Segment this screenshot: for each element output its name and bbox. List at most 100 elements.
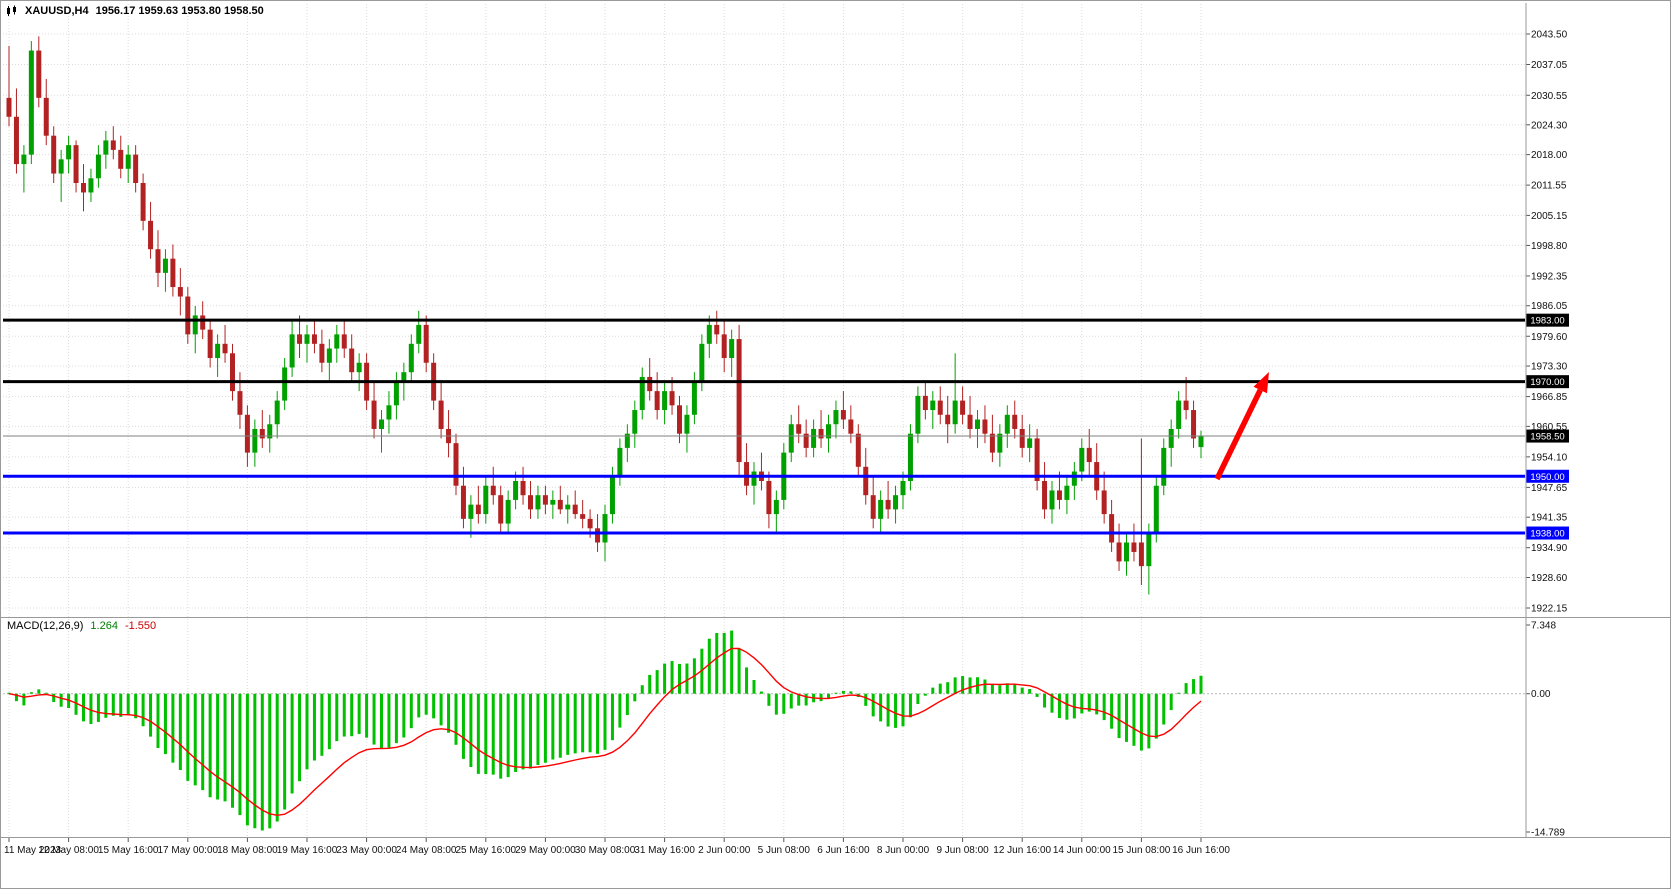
- candle-bull: [28, 50, 34, 155]
- candle-bull: [416, 324, 422, 344]
- candle-bear: [148, 220, 154, 250]
- price-badge-1938.00: [1526, 526, 1569, 540]
- candle-bear: [1101, 490, 1107, 515]
- macd-scale-label: 7.348: [1531, 621, 1556, 632]
- candle-bear: [595, 528, 601, 543]
- candle-bull: [356, 362, 362, 373]
- candle-bear: [572, 504, 578, 515]
- trend-arrow-head[interactable]: [1253, 372, 1269, 394]
- candle-bull: [878, 499, 884, 519]
- macd-name: MACD(12,26,9): [7, 620, 84, 632]
- candle-bear: [1012, 414, 1018, 429]
- candle-bull: [304, 334, 310, 344]
- candle-bear: [960, 400, 966, 415]
- candle-bear: [885, 499, 891, 510]
- candle-bull: [639, 376, 645, 411]
- candle-bull: [66, 145, 72, 160]
- chart-title: XAUUSD,H4 1956.17 1959.63 1953.80 1958.5…: [6, 5, 264, 17]
- candle-bear: [1183, 400, 1189, 411]
- candle-bear: [1191, 410, 1197, 439]
- candle-bear: [13, 116, 19, 165]
- candle-bull: [125, 154, 131, 169]
- candle-bear: [1138, 542, 1144, 567]
- candle-bull: [1161, 447, 1167, 486]
- price-tick-label: 1934.90: [1531, 543, 1568, 554]
- candle-bull: [468, 504, 474, 519]
- candle-bear: [110, 140, 116, 150]
- trend-arrow-shaft[interactable]: [1214, 388, 1263, 481]
- price-badge-1970.00: [1526, 375, 1569, 389]
- candle-bear: [475, 504, 481, 515]
- candle-bull: [326, 348, 332, 363]
- candle-bear: [736, 339, 742, 463]
- candle-bull: [88, 178, 94, 193]
- candle-bull: [393, 381, 399, 406]
- candle-bull: [1049, 490, 1055, 510]
- grid: [3, 4, 1525, 837]
- price-tick-label: 1947.65: [1531, 483, 1568, 494]
- candle-bear: [155, 249, 161, 273]
- candle-bear: [803, 433, 809, 448]
- candle-bull: [1146, 533, 1152, 567]
- candle-bull: [1198, 436, 1204, 448]
- price-tick-label: 2024.30: [1531, 120, 1568, 131]
- candle-bear: [349, 348, 355, 373]
- candle-bull: [1064, 485, 1070, 500]
- price-tick-label: 1979.60: [1531, 332, 1568, 343]
- candle-bull: [826, 424, 831, 439]
- candle-bear: [438, 400, 444, 429]
- candle-bear: [73, 145, 79, 183]
- candle-bear: [647, 376, 653, 392]
- candle-bear: [140, 182, 146, 221]
- candle-bull: [900, 480, 906, 496]
- candle-bear: [870, 495, 876, 519]
- price-tick-label: 2037.05: [1531, 60, 1568, 71]
- candle-bull: [1071, 471, 1077, 486]
- candle-bear: [714, 324, 720, 335]
- date-tick-label: 12 Jun 16:00: [993, 845, 1051, 856]
- macd-indicator-label: MACD(12,26,9) 1.264 -1.550: [7, 620, 156, 632]
- candle-bull: [401, 372, 407, 382]
- price-tick-label: 2030.55: [1531, 91, 1568, 102]
- date-tick-label: 2 Jun 00:00: [698, 845, 751, 856]
- candle-bull: [602, 514, 608, 543]
- candle-bear: [1019, 428, 1025, 448]
- candle-bear: [423, 324, 429, 363]
- candle-bear: [371, 400, 377, 429]
- candle-bull: [252, 428, 258, 453]
- candle-bear: [51, 135, 57, 174]
- candle-bear: [1116, 542, 1122, 562]
- candle-bull: [513, 480, 519, 500]
- candle-bull: [267, 424, 273, 439]
- candle-bull: [833, 410, 839, 425]
- candle-bull: [386, 405, 392, 420]
- current-price-badge: [1526, 429, 1569, 443]
- candle-bull: [289, 334, 295, 368]
- price-tick-label: 1954.10: [1531, 452, 1568, 463]
- candle-bull: [952, 400, 958, 425]
- candle-bear: [982, 419, 988, 434]
- date-tick-label: 29 May 00:00: [515, 845, 576, 856]
- price-tick-label: 1966.85: [1531, 392, 1568, 403]
- price-axis[interactable]: 2043.50 2037.05 2030.55 2024.30 2018.00 2011.…: [1526, 30, 1569, 839]
- date-tick-label: 24 May 08:00: [396, 845, 457, 856]
- candle-bear: [81, 182, 86, 193]
- candle-bear: [230, 353, 235, 392]
- candle-bull: [773, 499, 779, 515]
- candle-bull: [893, 495, 899, 510]
- chart-plot-area[interactable]: [3, 3, 1525, 838]
- candle-bull: [729, 339, 735, 359]
- candle-bear: [855, 433, 861, 467]
- candle-bull: [811, 428, 817, 448]
- candle-bull: [699, 343, 705, 382]
- price-badge-1938.00-text: 1938.00: [1530, 529, 1564, 540]
- price-tick-label: 2018.00: [1531, 150, 1568, 161]
- candle-bear: [453, 443, 459, 486]
- ohlc-values: 1956.17 1959.63 1953.80 1958.50: [95, 5, 264, 17]
- candle-bull: [58, 159, 64, 174]
- macd-signal-line: [8, 647, 1202, 817]
- candle-bull: [632, 410, 638, 434]
